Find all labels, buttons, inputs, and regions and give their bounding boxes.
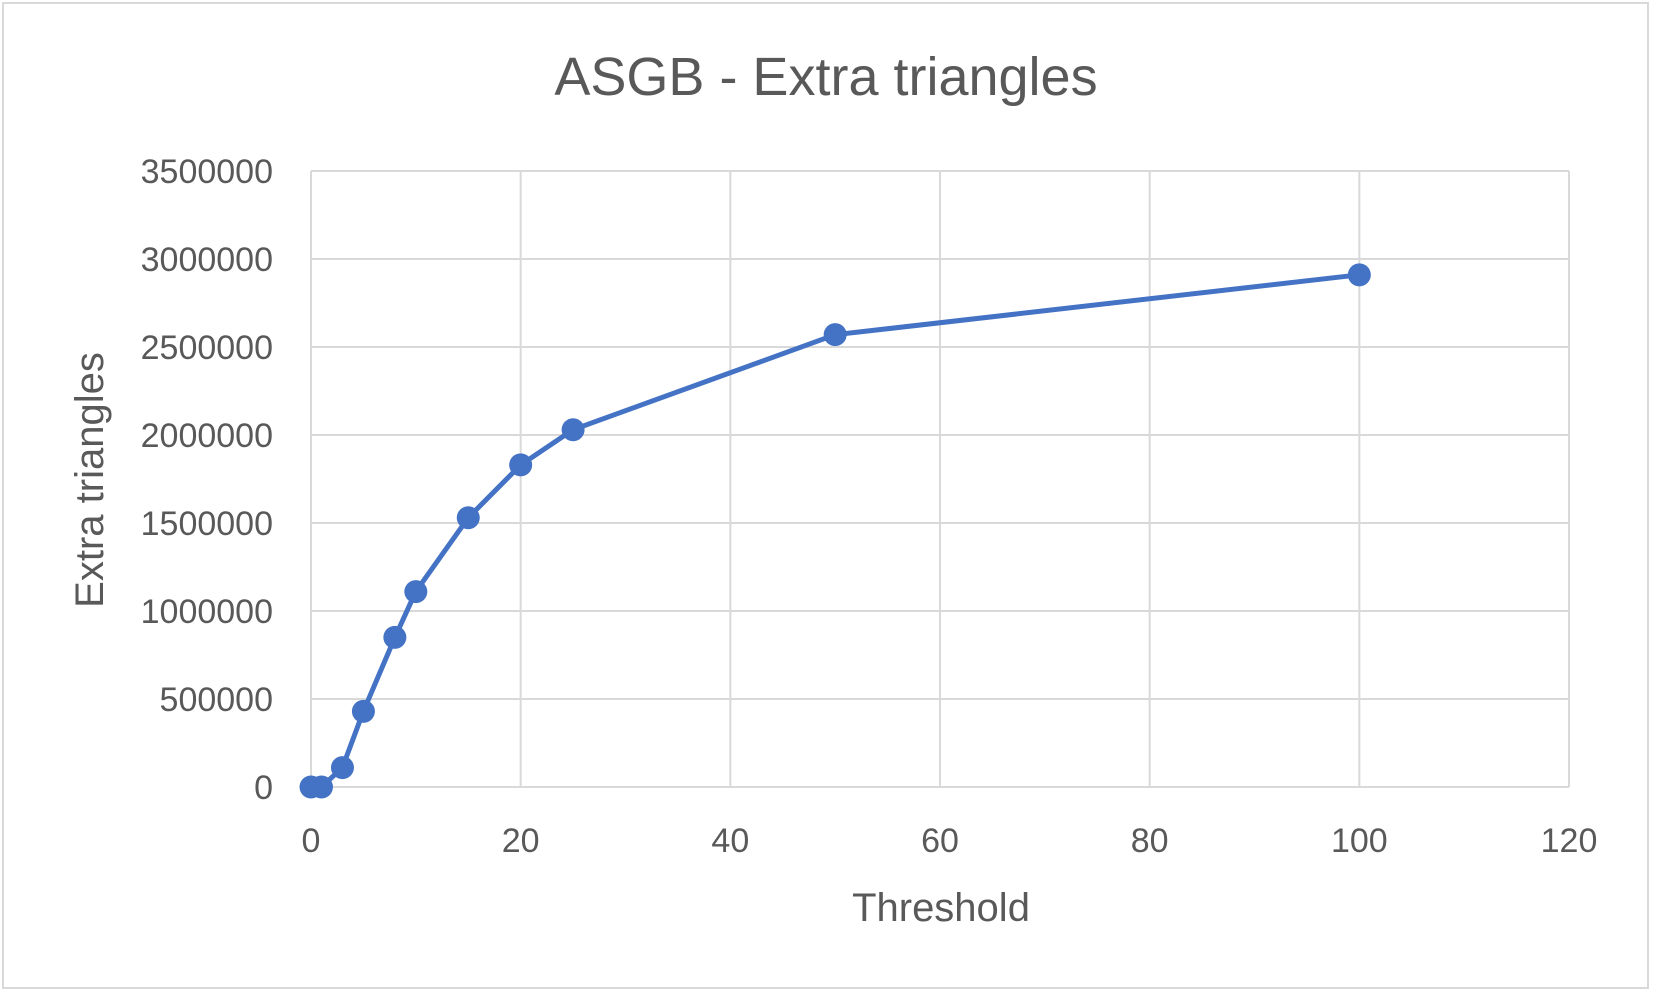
- data-point: [823, 323, 847, 347]
- chart-title: ASGB - Extra triangles: [554, 47, 1097, 107]
- x-tick-label: 60: [921, 822, 959, 860]
- y-tick-label: 3500000: [141, 153, 273, 191]
- x-tick-label: 80: [1131, 822, 1169, 860]
- y-tick-label: 500000: [160, 681, 273, 719]
- data-point: [404, 580, 428, 604]
- data-point: [561, 418, 585, 442]
- x-tick-label: 0: [302, 822, 321, 860]
- y-tick-label: 3000000: [141, 241, 273, 279]
- y-tick-label: 0: [254, 769, 273, 807]
- data-point: [456, 506, 480, 530]
- x-tick-label: 100: [1331, 822, 1388, 860]
- data-point: [309, 775, 333, 799]
- series-line: [308, 272, 1362, 790]
- y-tick-label: 1500000: [141, 505, 273, 543]
- x-tick-label: 120: [1541, 822, 1598, 860]
- y-axis-ticks: 0 500000 1000000 1500000 2000000 2500000 30000…: [141, 153, 273, 807]
- data-point: [509, 453, 533, 477]
- data-point: [383, 625, 407, 649]
- x-tick-label: 20: [502, 822, 540, 860]
- series-layer: [299, 263, 1371, 799]
- data-point: [1347, 263, 1371, 287]
- x-axis-ticks: 0 20 40 60 80 100 120: [302, 822, 1598, 860]
- x-axis-title: Threshold: [852, 886, 1030, 930]
- y-tick-label: 2500000: [141, 329, 273, 367]
- y-axis-title: Extra triangles: [68, 352, 112, 608]
- data-point: [351, 699, 375, 723]
- gridlines: [310, 170, 1570, 788]
- y-tick-label: 1000000: [141, 593, 273, 631]
- y-tick-label: 2000000: [141, 417, 273, 455]
- data-point: [330, 756, 354, 780]
- x-tick-label: 40: [711, 822, 749, 860]
